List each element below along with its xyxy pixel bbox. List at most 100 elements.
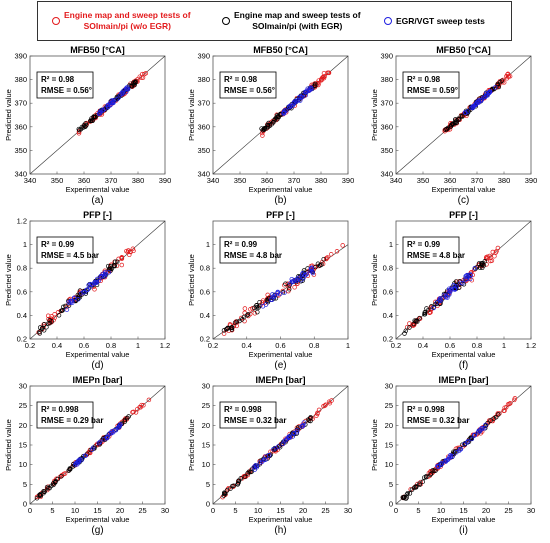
x-tick-label: 1 <box>136 341 140 350</box>
y-tick-label: 0 <box>206 500 210 509</box>
data-point <box>281 111 286 116</box>
data-point <box>486 90 492 96</box>
data-points <box>400 396 518 501</box>
data-point <box>289 276 295 282</box>
data-points <box>402 245 501 336</box>
panel-label: (f) <box>459 360 468 371</box>
data-point <box>46 486 51 491</box>
y-tick-label: 20 <box>19 421 27 430</box>
x-tick-label: 5 <box>416 506 420 515</box>
panel-label: (d) <box>91 360 103 371</box>
data-point <box>425 307 431 313</box>
data-point <box>465 438 471 444</box>
y-tick-label: 15 <box>19 441 27 450</box>
data-point <box>252 467 258 472</box>
data-point <box>403 496 409 501</box>
legend-item-w-o-egr: Engine map and sweep tests of SOImain/pi… <box>52 2 212 40</box>
legend-item-with-egr: Engine map and sweep tests of SOImain/pi… <box>222 2 382 40</box>
y-tick-label: 1 <box>206 240 210 249</box>
x-axis-label: Experimental value <box>432 350 496 359</box>
chart-title: IMEPn [bar] <box>255 375 305 385</box>
data-point <box>454 284 459 289</box>
data-point <box>433 468 438 473</box>
data-point <box>111 263 117 268</box>
data-point <box>314 413 319 418</box>
data-point <box>245 312 251 317</box>
x-tick-label: 390 <box>525 176 538 185</box>
blue-circle-icon <box>384 17 392 25</box>
x-tick-label: 15 <box>93 506 101 515</box>
x-axis-label: Experimental value <box>249 185 313 194</box>
y-axis-label: Predicted value <box>187 254 196 306</box>
data-point <box>499 78 505 84</box>
data-point <box>326 399 332 405</box>
data-point <box>49 483 54 489</box>
data-point <box>321 74 326 80</box>
x-tick-label: 0.4 <box>242 341 252 350</box>
data-point <box>480 426 485 431</box>
data-point <box>252 311 258 316</box>
data-point <box>478 98 484 104</box>
data-point <box>102 272 108 277</box>
y-tick-label: 0.2 <box>200 335 210 344</box>
r-squared-label: R² = 0.998 <box>224 405 262 414</box>
data-point <box>431 305 436 311</box>
data-point <box>492 85 498 90</box>
data-point <box>122 419 128 424</box>
y-tick-label: 0.6 <box>383 287 393 296</box>
data-point <box>493 250 499 255</box>
x-tick-label: 350 <box>51 176 64 185</box>
data-point <box>428 472 433 477</box>
y-tick-label: 20 <box>202 421 210 430</box>
data-point <box>417 315 422 321</box>
data-point <box>290 434 296 439</box>
data-point <box>234 319 240 324</box>
panel-label: (g) <box>91 525 103 536</box>
data-point <box>415 319 420 324</box>
data-point <box>106 266 112 272</box>
rmse-label: RMSE = 4.8 bar <box>224 251 282 260</box>
data-point <box>282 290 287 295</box>
data-point <box>47 318 52 323</box>
x-tick-label: 360 <box>261 176 274 185</box>
data-point <box>63 303 68 309</box>
rmse-label: RMSE = 4.5 bar <box>41 251 99 260</box>
data-point <box>82 453 88 458</box>
data-point <box>103 269 108 275</box>
data-point <box>481 95 486 100</box>
data-point <box>426 470 432 476</box>
y-tick-label: 10 <box>202 460 210 469</box>
data-point <box>277 444 283 450</box>
y-axis-label: Predicted value <box>4 89 13 141</box>
data-point <box>38 493 44 498</box>
x-axis-label: Experimental value <box>432 515 496 524</box>
stats-box <box>219 71 277 99</box>
x-tick-label: 30 <box>527 506 535 515</box>
data-point <box>224 488 230 493</box>
x-tick-label: 370 <box>471 176 484 185</box>
data-point <box>481 263 487 268</box>
x-tick-label: 350 <box>417 176 430 185</box>
y-tick-label: 340 <box>197 170 210 179</box>
data-point <box>292 285 297 290</box>
data-point <box>64 307 70 312</box>
data-point <box>505 402 511 407</box>
data-point <box>286 286 292 292</box>
y-axis-label: Predicted value <box>187 419 196 471</box>
data-point <box>304 271 310 277</box>
legend-label-line1: Engine map and sweep tests of <box>234 10 361 20</box>
scatter-chart-d: PFP [-] 0.2 0.4 0.6 0.8 1 1.2 0.2 0.4 0.6 0.8 1 1.2 E… <box>4 210 170 371</box>
data-point <box>261 126 267 132</box>
data-point <box>462 441 468 446</box>
data-point <box>119 90 124 96</box>
data-point <box>436 463 441 469</box>
data-point <box>237 318 242 324</box>
data-point <box>422 312 427 317</box>
data-point <box>259 130 265 136</box>
x-tick-label: 370 <box>105 176 118 185</box>
data-point <box>271 294 277 300</box>
data-point <box>75 459 80 465</box>
data-point <box>283 437 288 443</box>
data-point <box>295 428 300 433</box>
data-point <box>89 282 94 288</box>
